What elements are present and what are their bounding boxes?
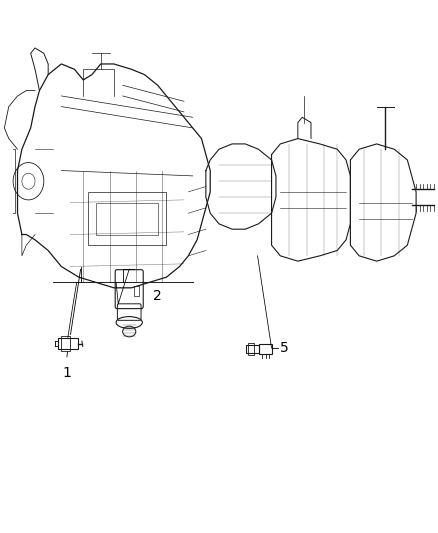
- Bar: [96, 203, 158, 235]
- Bar: [58, 338, 78, 349]
- Bar: [88, 192, 166, 245]
- Bar: [61, 336, 70, 351]
- Text: 2: 2: [153, 289, 162, 303]
- Bar: [259, 344, 272, 354]
- Bar: [246, 345, 259, 353]
- Bar: [134, 286, 139, 296]
- Bar: [248, 343, 254, 355]
- Text: 5: 5: [280, 341, 289, 355]
- Text: 1: 1: [62, 366, 71, 380]
